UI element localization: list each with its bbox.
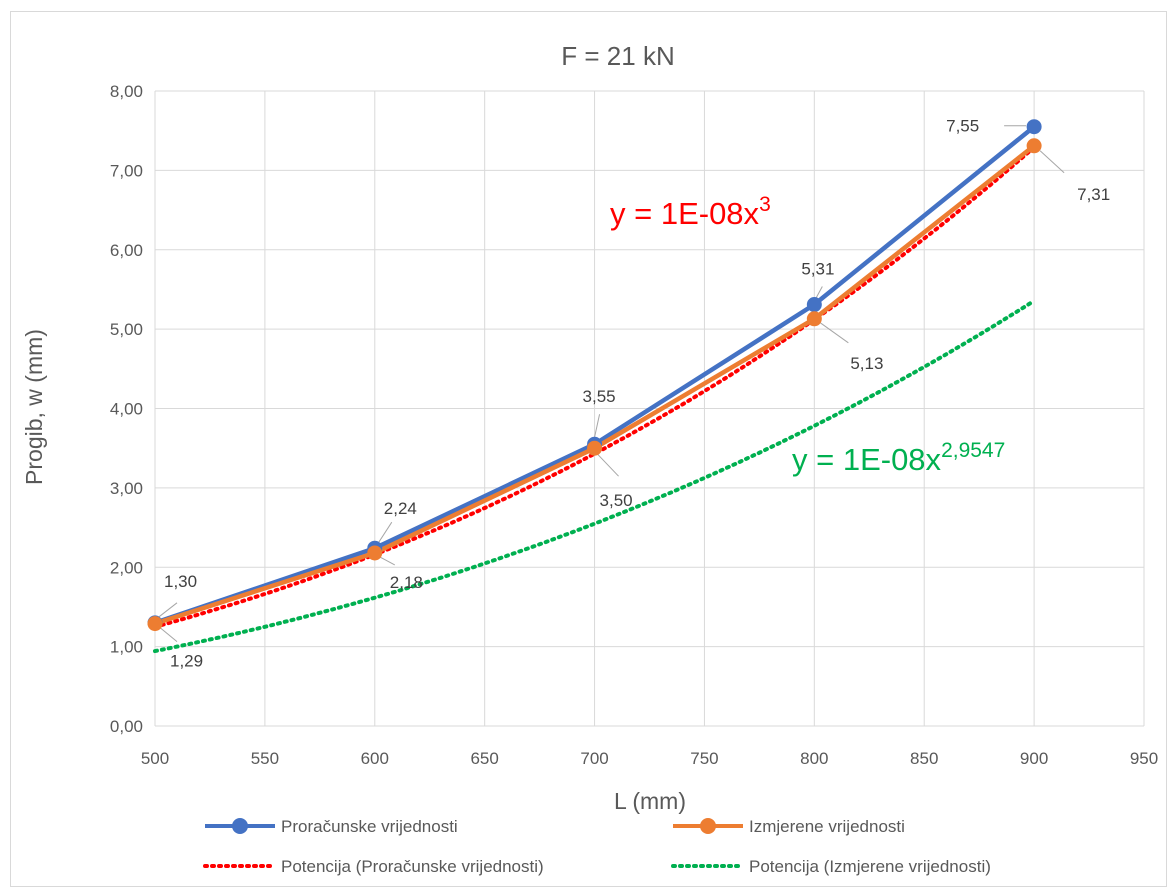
y-axis-ticks: 0,00 1,00 2,00 3,00 4,00 5,00 6,00 7,00 8,00 [110, 82, 143, 736]
data-label: 2,18 [390, 573, 423, 592]
label-leaders [158, 125, 1065, 642]
x-axis-title: L (mm) [614, 788, 686, 814]
x-tick-label: 800 [800, 749, 828, 768]
data-point [147, 616, 163, 632]
y-tick-label: 6,00 [110, 241, 143, 260]
label-leader-line [159, 627, 178, 642]
label-leader-line [815, 286, 823, 298]
legend-label-trend-1: Potencija (Proračunske vrijednosti) [281, 857, 544, 876]
legend: Proračunske vrijednosti Izmjerene vrijed… [203, 817, 991, 876]
x-tick-label: 700 [580, 749, 608, 768]
x-tick-label: 750 [690, 749, 718, 768]
trendline-equation-1-base: y = 1E-08x [610, 196, 760, 231]
data-point [1026, 119, 1042, 135]
data-label: 2,24 [384, 499, 417, 518]
x-tick-label: 850 [910, 749, 938, 768]
x-tick-label: 950 [1130, 749, 1158, 768]
data-label: 3,55 [583, 387, 616, 406]
legend-marker-series-1 [232, 818, 248, 834]
y-tick-label: 8,00 [110, 82, 143, 101]
legend-item-series-2: Izmjerene vrijednosti [673, 817, 905, 836]
label-leader-line [378, 521, 393, 543]
label-leader-line [379, 556, 396, 566]
data-label: 3,50 [600, 491, 633, 510]
legend-label-series-2: Izmjerene vrijednosti [749, 817, 905, 836]
x-tick-label: 900 [1020, 749, 1048, 768]
data-point [806, 311, 822, 327]
legend-item-series-1: Proračunske vrijednosti [205, 817, 458, 836]
legend-marker-series-2 [700, 818, 716, 834]
y-axis-title: Progib, w (mm) [21, 329, 47, 485]
y-tick-label: 4,00 [110, 400, 143, 419]
trendline-equation-1: y = 1E-08x3 [610, 193, 771, 231]
x-tick-label: 500 [141, 749, 169, 768]
data-label: 7,31 [1077, 185, 1110, 204]
trendlines [153, 145, 1037, 654]
data-label: 7,55 [946, 117, 979, 136]
x-tick-label: 600 [361, 749, 389, 768]
label-leader-line [594, 414, 601, 438]
trendline-1 [153, 145, 1037, 629]
x-tick-label: 550 [251, 749, 279, 768]
legend-label-series-1: Proračunske vrijednosti [281, 817, 458, 836]
data-label: 5,31 [801, 260, 834, 279]
data-point [587, 440, 603, 456]
y-tick-label: 7,00 [110, 161, 143, 180]
trendline-equation-2-exponent: 2,9547 [941, 439, 1005, 462]
y-tick-label: 0,00 [110, 717, 143, 736]
x-tick-label: 650 [470, 749, 498, 768]
data-label: 1,29 [170, 652, 203, 671]
data-label: 1,30 [164, 572, 197, 591]
legend-item-trend-2: Potencija (Izmjerene vrijednosti) [671, 857, 991, 876]
data-point [806, 297, 822, 313]
data-point [367, 545, 383, 561]
label-leader-line [1039, 150, 1065, 174]
data-labels: 1,30 2,24 3,55 5,31 7,55 1,29 2,18 3,50 5,13 7,31 [164, 117, 1110, 671]
trendline-equation-1-exponent: 3 [759, 193, 771, 216]
label-leader-line [158, 602, 178, 618]
chart-title: F = 21 kN [561, 41, 674, 71]
trendline-2 [153, 298, 1037, 654]
data-label: 5,13 [850, 354, 883, 373]
data-point [1026, 138, 1042, 154]
y-tick-label: 3,00 [110, 479, 143, 498]
x-axis-ticks: 500 550 600 650 700 750 800 850 900 950 [141, 749, 1158, 768]
y-tick-label: 2,00 [110, 558, 143, 577]
label-leader-line [597, 453, 619, 477]
legend-label-trend-2: Potencija (Izmjerene vrijednosti) [749, 857, 991, 876]
label-leader-line [820, 322, 849, 344]
y-tick-label: 5,00 [110, 320, 143, 339]
series-markers [147, 119, 1042, 632]
trendline-equation-2-base: y = 1E-08x [792, 442, 942, 477]
trendline-equation-2: y = 1E-08x2,9547 [792, 439, 1005, 477]
legend-item-trend-1: Potencija (Proračunske vrijednosti) [203, 857, 544, 876]
y-tick-label: 1,00 [110, 638, 143, 657]
